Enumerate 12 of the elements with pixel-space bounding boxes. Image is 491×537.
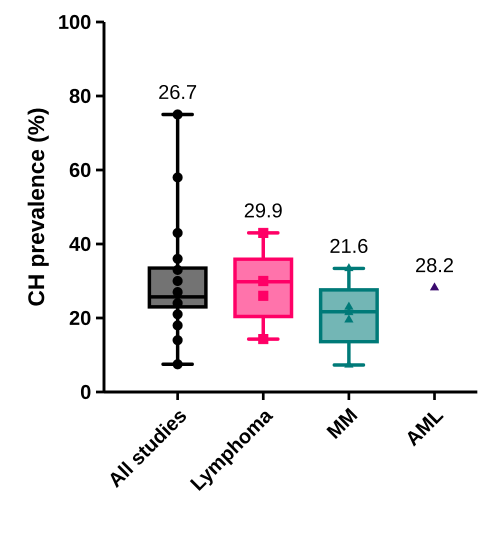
y-tick-label: 60 xyxy=(70,162,90,178)
y-tick-label: 40 xyxy=(69,236,90,252)
annotation: 26.7 xyxy=(159,84,196,100)
annotation: 29.9 xyxy=(244,203,282,218)
x-tick-label: MM xyxy=(326,408,358,440)
y-tick-label: 80 xyxy=(70,88,90,104)
annotation: 21.6 xyxy=(330,238,368,254)
y-tick-label: 100 xyxy=(59,14,90,30)
y-tick-label: 20 xyxy=(70,310,90,326)
annotation: 28.2 xyxy=(416,258,453,272)
y-tick-label: 0 xyxy=(80,384,90,400)
y-axis-title: CH prevalence (%) xyxy=(28,108,49,306)
